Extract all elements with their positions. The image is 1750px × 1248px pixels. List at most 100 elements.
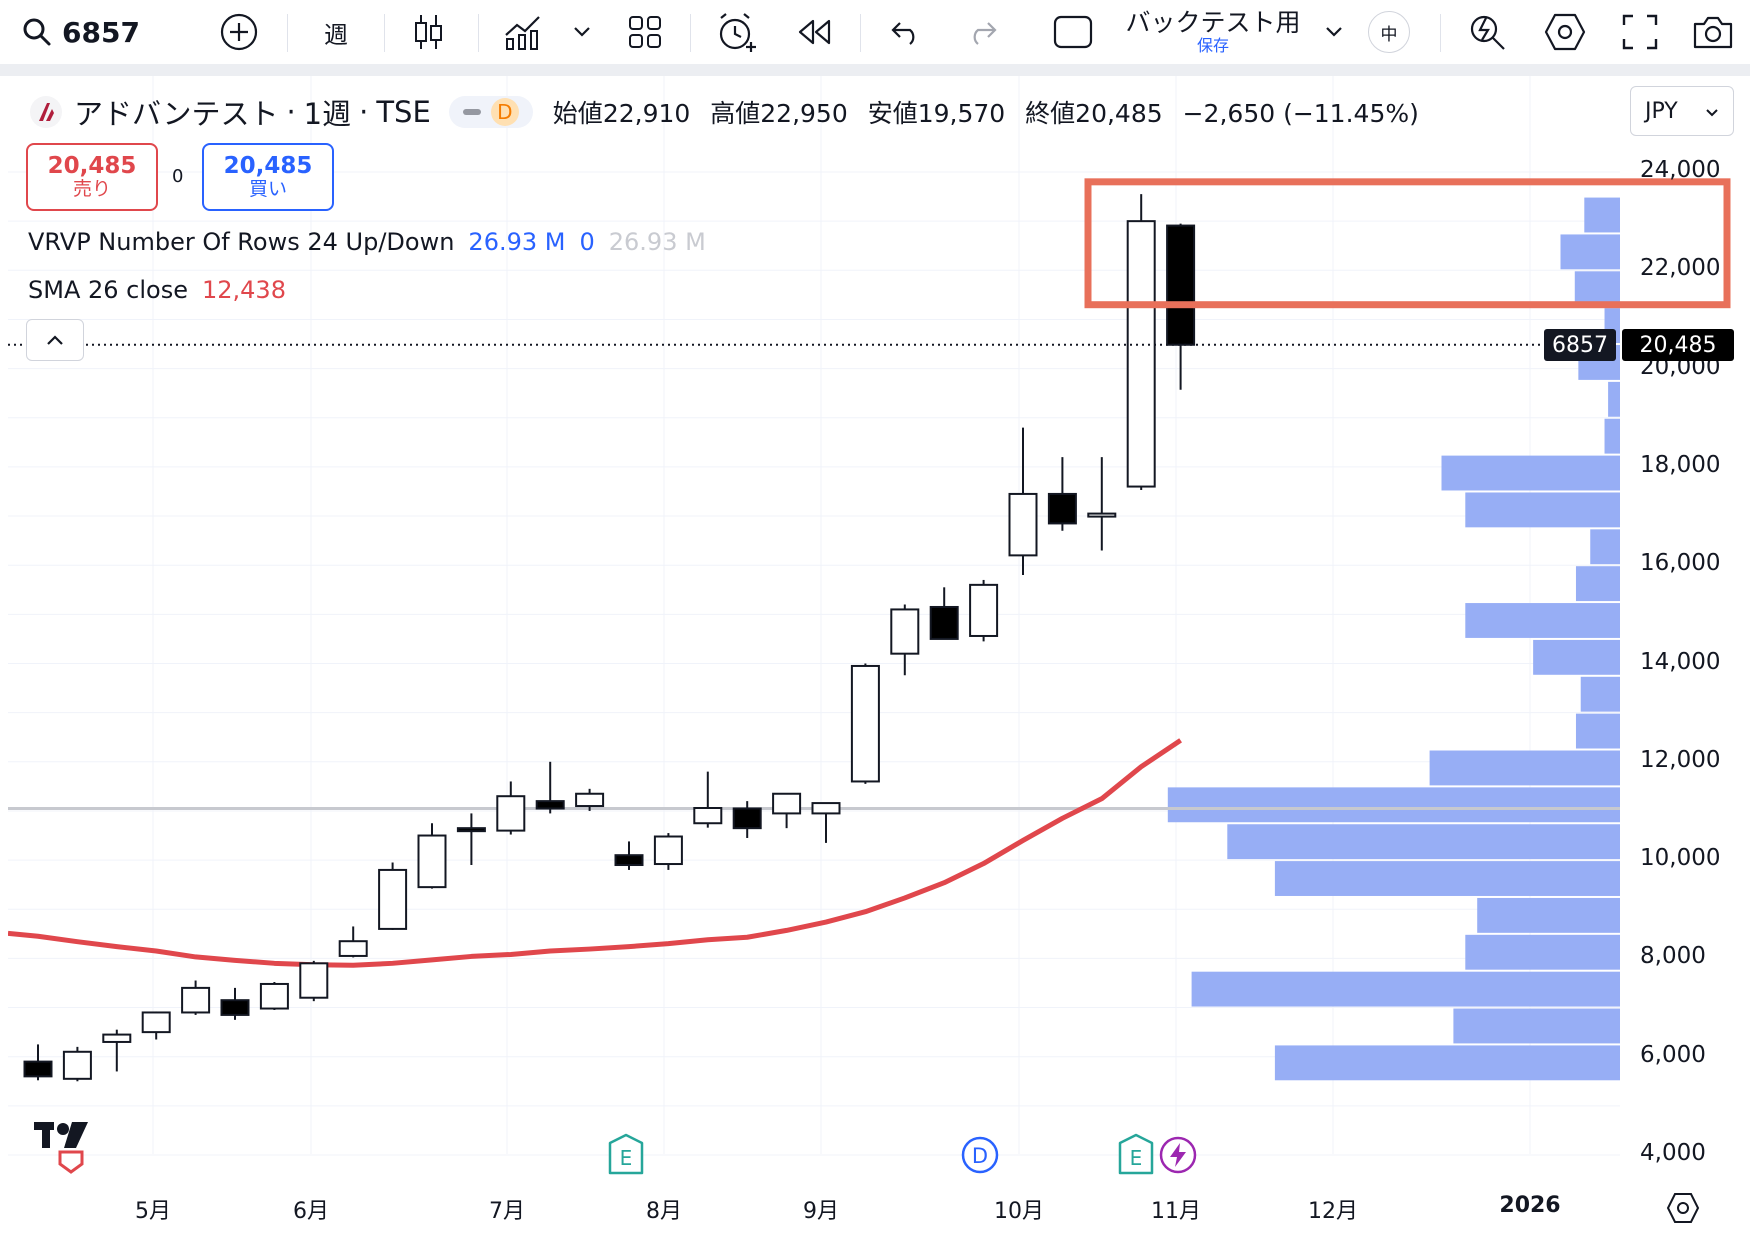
- candle-body: [259, 982, 289, 1010]
- layout-dropdown[interactable]: [1322, 0, 1346, 64]
- candle: [1047, 457, 1077, 531]
- candle-body: [1008, 492, 1038, 557]
- interval-button[interactable]: 週: [324, 20, 348, 49]
- candle-body: [732, 807, 762, 830]
- rewind-icon: [797, 18, 833, 46]
- toolbar-separator-band: [0, 64, 1750, 76]
- settings-button[interactable]: [1542, 0, 1588, 64]
- volume-profile-bar: [1429, 750, 1620, 786]
- price-axis-label: 10,000: [1640, 845, 1721, 872]
- candle-body: [1126, 220, 1156, 488]
- close-value: 20,485: [1075, 99, 1163, 128]
- vrvp-label: VRVP Number Of Rows 24 Up/Down: [28, 228, 455, 256]
- price-axis-label: 16,000: [1640, 550, 1721, 577]
- indicators-dropdown[interactable]: [570, 0, 594, 64]
- candle-body: [811, 802, 841, 815]
- news-flash-marker[interactable]: [1158, 1135, 1198, 1179]
- delayed-badge: D: [490, 98, 519, 126]
- spread-value: 0: [172, 166, 184, 187]
- volume-profile-bar: [1604, 418, 1620, 454]
- candle: [890, 604, 920, 676]
- volume-profile-bar: [1465, 603, 1620, 638]
- language-badge-button[interactable]: 中: [1368, 0, 1410, 64]
- volume-profile-bar: [1608, 381, 1620, 417]
- candle: [417, 823, 447, 889]
- replay-button[interactable]: [792, 0, 838, 64]
- candle-body: [850, 664, 880, 783]
- price-axis-label: 8,000: [1640, 943, 1706, 970]
- volume-profile-bar: [1560, 234, 1620, 270]
- alert-button[interactable]: [714, 0, 760, 64]
- price-axis-label: 24,000: [1640, 157, 1721, 183]
- candle: [969, 579, 999, 642]
- quick-search-button[interactable]: [1466, 0, 1508, 64]
- earnings-event-marker[interactable]: E: [607, 1133, 645, 1179]
- price-axis-label: 22,000: [1640, 255, 1721, 282]
- volume-profile-bar: [1441, 455, 1620, 491]
- minus-icon: [462, 109, 481, 115]
- vrvp-legend[interactable]: VRVP Number Of Rows 24 Up/Down 26.93 M 0…: [28, 228, 706, 256]
- candle-body: [417, 834, 447, 889]
- candle-body: [535, 800, 565, 810]
- earnings-event-marker[interactable]: E: [1117, 1133, 1155, 1179]
- candle: [141, 1011, 171, 1040]
- indicators-button[interactable]: [500, 0, 548, 64]
- buy-price: 20,485: [223, 152, 313, 179]
- layouts-button[interactable]: [624, 0, 666, 64]
- layout-name-button[interactable]: バックテスト用 保存: [1118, 0, 1308, 64]
- volume-profile-bar: [1575, 566, 1620, 602]
- volume-profile-bar: [1575, 713, 1620, 749]
- dividend-event-marker[interactable]: D: [960, 1135, 1000, 1179]
- candle: [732, 801, 762, 838]
- market-status-pill[interactable]: D: [448, 96, 533, 128]
- chart-type-button[interactable]: [408, 0, 448, 64]
- low-label: 安値: [867, 99, 918, 128]
- redo-button[interactable]: [962, 0, 1002, 64]
- candle-body: [338, 940, 368, 957]
- currency-selector[interactable]: JPY: [1630, 86, 1734, 136]
- symbol-search-button[interactable]: 6857: [22, 0, 152, 64]
- snapshot-button[interactable]: [1690, 0, 1736, 64]
- volume-profile-bar: [1167, 787, 1620, 823]
- candle: [102, 1029, 132, 1072]
- candle-body: [456, 827, 486, 833]
- axis-settings-button[interactable]: [1666, 1192, 1700, 1228]
- sma-legend[interactable]: SMA 26 close 12,438: [28, 276, 286, 304]
- collapse-legend-button[interactable]: [26, 319, 84, 361]
- candle-body: [62, 1050, 92, 1080]
- chart-pane[interactable]: [7, 76, 1750, 1244]
- candle: [181, 980, 211, 1015]
- open-value: 22,910: [602, 99, 691, 128]
- fullscreen-button[interactable]: [1620, 0, 1660, 64]
- alarm-clock-icon: [715, 10, 759, 54]
- candle-body: [693, 807, 723, 825]
- compare-add-button[interactable]: [214, 0, 264, 64]
- grid-icon: [628, 15, 662, 49]
- candle: [338, 926, 368, 958]
- annotation-rectangle: [1084, 178, 1731, 309]
- undo-button[interactable]: [886, 0, 926, 64]
- language-badge: 中: [1368, 11, 1410, 53]
- candle: [456, 813, 486, 866]
- sell-button[interactable]: 20,485 売り: [26, 143, 158, 211]
- volume-profile-bar: [1465, 934, 1620, 970]
- earnings-marker-label: E: [620, 1146, 633, 1170]
- candle-body: [181, 986, 211, 1014]
- high-value: 22,950: [760, 99, 848, 128]
- low-value: 19,570: [917, 99, 1006, 128]
- candles-icon: [412, 12, 444, 52]
- select-frame-button[interactable]: [1052, 0, 1094, 64]
- chevron-down-icon: [573, 26, 591, 38]
- currency-label: JPY: [1645, 98, 1678, 124]
- price-chart[interactable]: [7, 76, 1750, 1244]
- buy-button[interactable]: 20,485 買い: [202, 143, 334, 211]
- toolbar-divider: [690, 14, 691, 52]
- price-axis-label: 14,000: [1640, 648, 1721, 675]
- chevron-up-icon: [45, 331, 65, 350]
- layout-save-label: 保存: [1196, 35, 1229, 55]
- time-axis-label: 9月: [803, 1199, 839, 1224]
- tradingview-logo[interactable]: [32, 1118, 96, 1178]
- volume-profile-bar: [1590, 529, 1620, 565]
- time-axis-label: 8月: [646, 1199, 682, 1224]
- candle-body: [378, 868, 408, 930]
